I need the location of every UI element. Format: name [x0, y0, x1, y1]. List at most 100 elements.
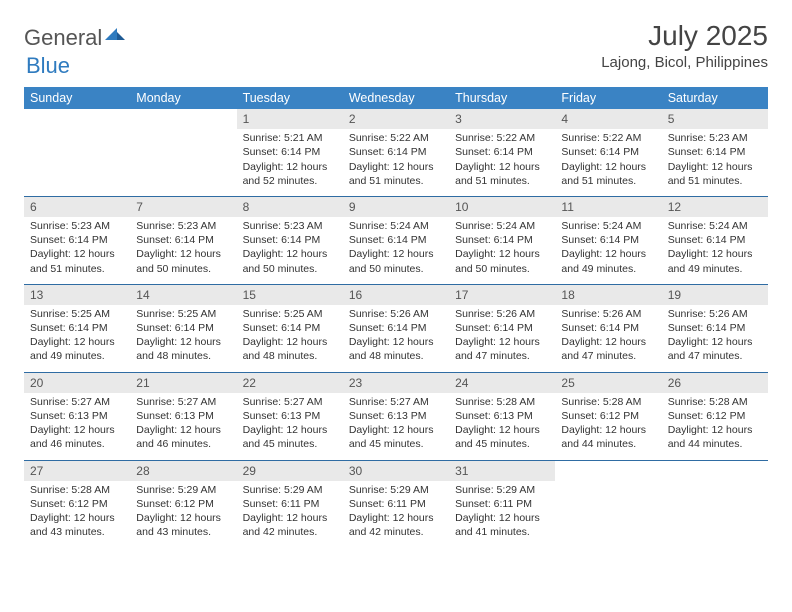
day-detail-line: Sunset: 6:14 PM	[455, 233, 549, 247]
day-header: Sunday	[24, 87, 130, 109]
calendar-cell: 27Sunrise: 5:28 AMSunset: 6:12 PMDayligh…	[24, 460, 130, 547]
day-detail-line: and 51 minutes.	[668, 174, 762, 188]
day-detail-line: Sunrise: 5:23 AM	[668, 131, 762, 145]
day-detail-line: Daylight: 12 hours	[136, 335, 230, 349]
day-details: Sunrise: 5:27 AMSunset: 6:13 PMDaylight:…	[24, 393, 130, 460]
day-detail-line: and 45 minutes.	[455, 437, 549, 451]
day-detail-line: Sunrise: 5:24 AM	[349, 219, 443, 233]
day-detail-line: Daylight: 12 hours	[561, 160, 655, 174]
day-number: 25	[555, 373, 661, 393]
day-detail-line: and 52 minutes.	[243, 174, 337, 188]
day-details: Sunrise: 5:25 AMSunset: 6:14 PMDaylight:…	[130, 305, 236, 372]
day-detail-line: Sunset: 6:11 PM	[243, 497, 337, 511]
day-detail-line: Daylight: 12 hours	[561, 335, 655, 349]
day-detail-line: Sunrise: 5:26 AM	[455, 307, 549, 321]
day-detail-line: Daylight: 12 hours	[668, 423, 762, 437]
day-details: Sunrise: 5:26 AMSunset: 6:14 PMDaylight:…	[449, 305, 555, 372]
day-detail-line: Daylight: 12 hours	[30, 511, 124, 525]
day-detail-line: Sunset: 6:14 PM	[30, 321, 124, 335]
day-details: Sunrise: 5:24 AMSunset: 6:14 PMDaylight:…	[555, 217, 661, 284]
day-number: 30	[343, 461, 449, 481]
calendar-cell: 7Sunrise: 5:23 AMSunset: 6:14 PMDaylight…	[130, 196, 236, 284]
day-details: Sunrise: 5:21 AMSunset: 6:14 PMDaylight:…	[237, 129, 343, 196]
calendar-cell: 16Sunrise: 5:26 AMSunset: 6:14 PMDayligh…	[343, 284, 449, 372]
calendar-week-row: 6Sunrise: 5:23 AMSunset: 6:14 PMDaylight…	[24, 196, 768, 284]
day-details: Sunrise: 5:23 AMSunset: 6:14 PMDaylight:…	[237, 217, 343, 284]
day-detail-line: and 47 minutes.	[455, 349, 549, 363]
day-number: 2	[343, 109, 449, 129]
day-detail-line: Sunset: 6:12 PM	[668, 409, 762, 423]
day-detail-line: Daylight: 12 hours	[349, 511, 443, 525]
calendar-cell: 9Sunrise: 5:24 AMSunset: 6:14 PMDaylight…	[343, 196, 449, 284]
day-detail-line: and 48 minutes.	[136, 349, 230, 363]
day-detail-line: Sunrise: 5:29 AM	[349, 483, 443, 497]
month-title: July 2025	[601, 20, 768, 52]
day-details: Sunrise: 5:27 AMSunset: 6:13 PMDaylight:…	[343, 393, 449, 460]
day-header: Wednesday	[343, 87, 449, 109]
day-details: Sunrise: 5:26 AMSunset: 6:14 PMDaylight:…	[343, 305, 449, 372]
day-number: 20	[24, 373, 130, 393]
day-detail-line: Sunset: 6:11 PM	[455, 497, 549, 511]
day-number: 17	[449, 285, 555, 305]
brand-triangle-icon	[105, 20, 125, 46]
day-detail-line: Daylight: 12 hours	[455, 160, 549, 174]
calendar-cell: 11Sunrise: 5:24 AMSunset: 6:14 PMDayligh…	[555, 196, 661, 284]
day-number: 6	[24, 197, 130, 217]
day-number: 16	[343, 285, 449, 305]
calendar-cell: 8Sunrise: 5:23 AMSunset: 6:14 PMDaylight…	[237, 196, 343, 284]
day-details: Sunrise: 5:29 AMSunset: 6:11 PMDaylight:…	[343, 481, 449, 548]
calendar-cell: 1Sunrise: 5:21 AMSunset: 6:14 PMDaylight…	[237, 109, 343, 196]
day-header: Tuesday	[237, 87, 343, 109]
day-number: 21	[130, 373, 236, 393]
day-detail-line: Sunrise: 5:22 AM	[455, 131, 549, 145]
day-number: 15	[237, 285, 343, 305]
calendar-cell	[555, 460, 661, 547]
calendar-cell: 12Sunrise: 5:24 AMSunset: 6:14 PMDayligh…	[662, 196, 768, 284]
day-detail-line: Sunrise: 5:22 AM	[561, 131, 655, 145]
day-details: Sunrise: 5:24 AMSunset: 6:14 PMDaylight:…	[343, 217, 449, 284]
calendar-week-row: 1Sunrise: 5:21 AMSunset: 6:14 PMDaylight…	[24, 109, 768, 196]
day-detail-line: Sunrise: 5:26 AM	[561, 307, 655, 321]
day-detail-line: Sunset: 6:14 PM	[668, 233, 762, 247]
calendar-week-row: 27Sunrise: 5:28 AMSunset: 6:12 PMDayligh…	[24, 460, 768, 547]
calendar-cell: 22Sunrise: 5:27 AMSunset: 6:13 PMDayligh…	[237, 372, 343, 460]
day-detail-line: and 51 minutes.	[349, 174, 443, 188]
day-detail-line: Sunset: 6:13 PM	[30, 409, 124, 423]
day-detail-line: Daylight: 12 hours	[455, 247, 549, 261]
day-detail-line: and 51 minutes.	[30, 262, 124, 276]
day-number: 13	[24, 285, 130, 305]
day-detail-line: Daylight: 12 hours	[30, 423, 124, 437]
day-header: Monday	[130, 87, 236, 109]
day-detail-line: Sunset: 6:14 PM	[668, 321, 762, 335]
day-detail-line: Daylight: 12 hours	[243, 423, 337, 437]
calendar-cell: 25Sunrise: 5:28 AMSunset: 6:12 PMDayligh…	[555, 372, 661, 460]
day-number: 23	[343, 373, 449, 393]
day-details: Sunrise: 5:28 AMSunset: 6:12 PMDaylight:…	[24, 481, 130, 548]
calendar-cell: 28Sunrise: 5:29 AMSunset: 6:12 PMDayligh…	[130, 460, 236, 547]
day-detail-line: and 42 minutes.	[243, 525, 337, 539]
day-detail-line: Daylight: 12 hours	[136, 511, 230, 525]
day-number: 22	[237, 373, 343, 393]
day-detail-line: and 50 minutes.	[136, 262, 230, 276]
day-header: Friday	[555, 87, 661, 109]
day-detail-line: Sunrise: 5:25 AM	[136, 307, 230, 321]
day-details: Sunrise: 5:22 AMSunset: 6:14 PMDaylight:…	[343, 129, 449, 196]
day-details: Sunrise: 5:23 AMSunset: 6:14 PMDaylight:…	[24, 217, 130, 284]
day-details: Sunrise: 5:27 AMSunset: 6:13 PMDaylight:…	[237, 393, 343, 460]
day-details: Sunrise: 5:25 AMSunset: 6:14 PMDaylight:…	[237, 305, 343, 372]
calendar-cell: 13Sunrise: 5:25 AMSunset: 6:14 PMDayligh…	[24, 284, 130, 372]
day-detail-line: and 50 minutes.	[455, 262, 549, 276]
day-header: Thursday	[449, 87, 555, 109]
day-detail-line: Daylight: 12 hours	[30, 335, 124, 349]
day-detail-line: and 45 minutes.	[243, 437, 337, 451]
calendar-cell: 3Sunrise: 5:22 AMSunset: 6:14 PMDaylight…	[449, 109, 555, 196]
day-detail-line: Sunset: 6:13 PM	[455, 409, 549, 423]
day-detail-line: Daylight: 12 hours	[561, 247, 655, 261]
day-detail-line: Daylight: 12 hours	[455, 511, 549, 525]
day-number: 4	[555, 109, 661, 129]
day-detail-line: and 45 minutes.	[349, 437, 443, 451]
day-detail-line: Sunrise: 5:29 AM	[243, 483, 337, 497]
day-details: Sunrise: 5:29 AMSunset: 6:11 PMDaylight:…	[449, 481, 555, 548]
day-details	[662, 465, 768, 527]
day-detail-line: Daylight: 12 hours	[455, 423, 549, 437]
